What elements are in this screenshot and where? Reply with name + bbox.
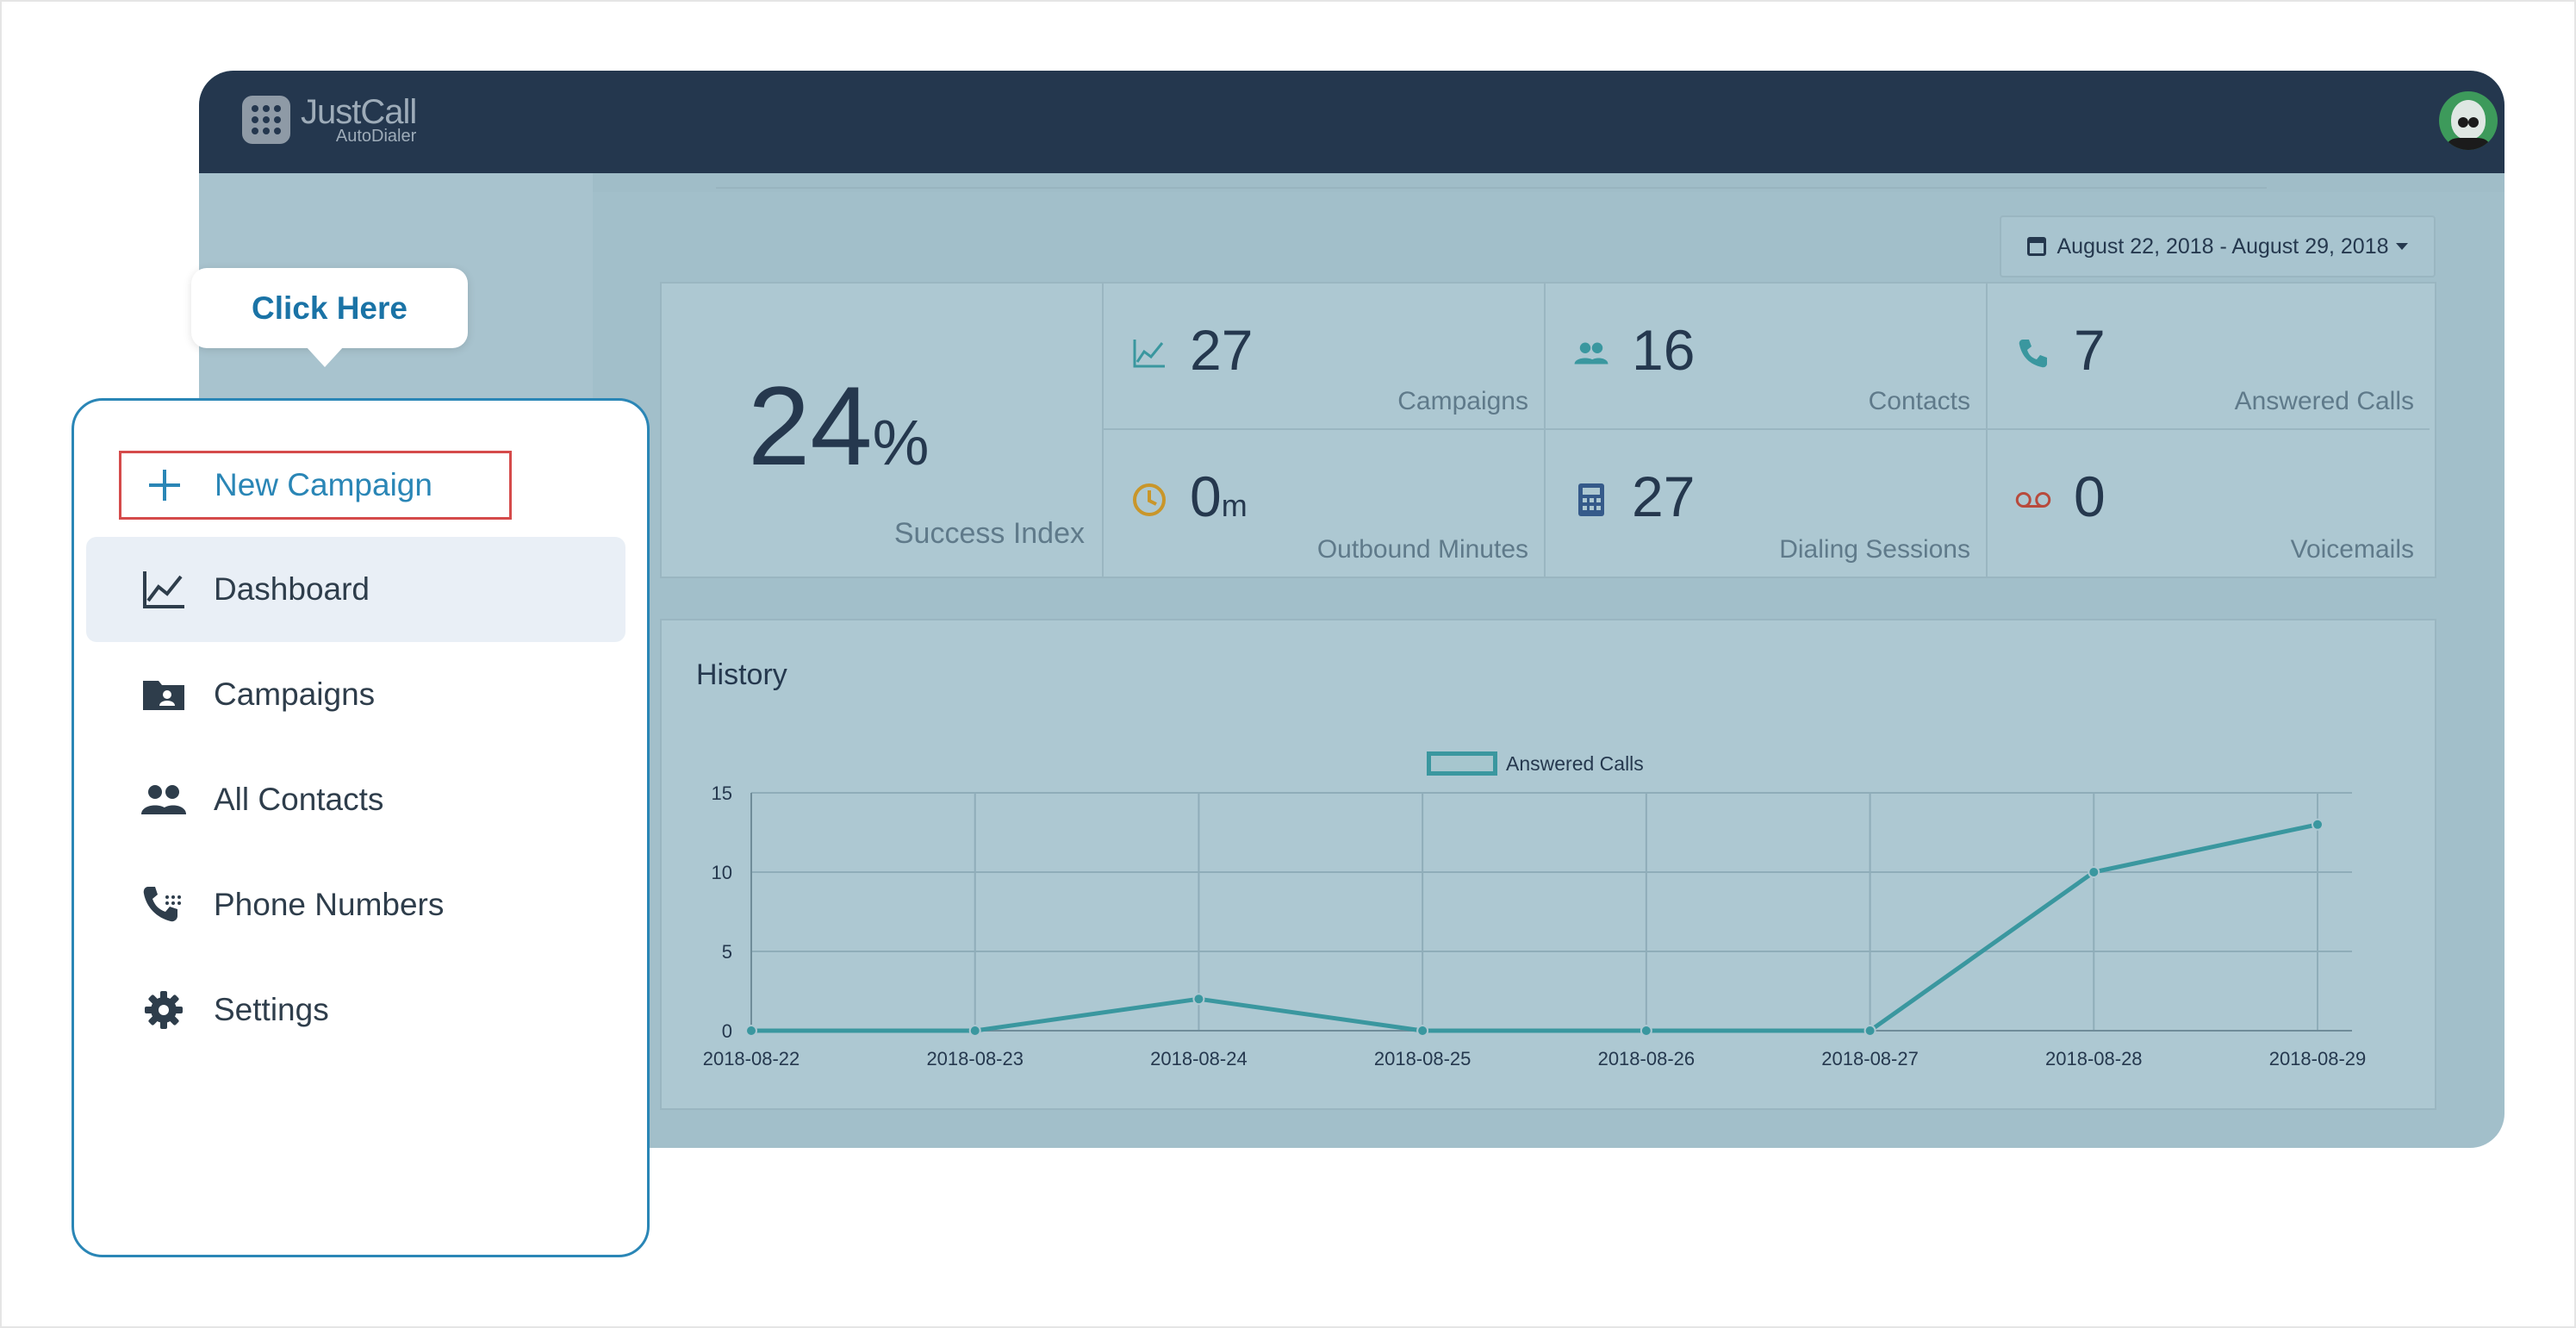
stat-label: Contacts	[1868, 387, 1970, 415]
contacts-icon	[140, 776, 188, 824]
y-tick-label: 0	[722, 1020, 732, 1042]
logo[interactable]: JustCall AutoDialer	[242, 93, 417, 146]
calendar-icon	[2027, 237, 2047, 256]
history-panel: History Answered Calls 0 5 10 15 2018-08-22 2…	[660, 619, 2436, 1110]
logo-subtitle: AutoDialer	[335, 127, 417, 146]
history-title: History	[696, 658, 787, 691]
new-campaign-label: New Campaign	[215, 467, 432, 502]
data-point	[2088, 866, 2100, 878]
date-range-label: August 22, 2018 - August 29, 2018	[2056, 234, 2389, 259]
stat-value: 27	[1190, 318, 1254, 382]
sidebar-item-dashboard[interactable]: Dashboard	[86, 537, 625, 642]
x-tick-label: 2018-08-24	[1150, 1048, 1248, 1069]
stat-tile-campaigns: 27 Campaigns	[1104, 284, 1546, 430]
voicemail-icon	[2015, 482, 2051, 518]
stat-value: 0	[1190, 464, 1222, 528]
data-point	[745, 1025, 757, 1037]
legend-swatch	[1427, 751, 1497, 776]
stat-value: 16	[1632, 318, 1696, 382]
sidebar-item-label: All Contacts	[214, 782, 384, 817]
stat-label: Answered Calls	[2234, 387, 2414, 415]
x-tick-label: 2018-08-26	[1598, 1048, 1696, 1069]
success-index-card: 24% Success Index	[662, 284, 1104, 577]
y-tick-label: 5	[722, 941, 732, 963]
dashboard-icon	[140, 565, 188, 614]
caret-down-icon	[2395, 243, 2408, 250]
phone-icon	[2015, 335, 2051, 371]
stat-label: Campaigns	[1397, 387, 1528, 415]
content-tabs-divider	[716, 173, 2267, 189]
new-campaign-button[interactable]: New Campaign	[119, 451, 512, 520]
stat-value: 0	[2074, 464, 2106, 528]
series-line-answered-calls	[751, 822, 2318, 1033]
top-navbar: JustCall AutoDialer	[199, 71, 2504, 173]
stat-label: Voicemails	[2290, 535, 2414, 564]
data-point	[1192, 993, 1205, 1006]
keypad-logo-icon	[242, 96, 290, 144]
data-point	[1416, 1025, 1429, 1037]
sidebar-item-settings[interactable]: Settings	[86, 957, 625, 1063]
y-tick-label: 10	[712, 862, 732, 883]
stat-unit: m	[1221, 488, 1248, 523]
clock-icon	[1131, 482, 1167, 518]
settings-icon	[140, 986, 188, 1034]
sidebar-item-all-contacts[interactable]: All Contacts	[86, 747, 625, 852]
chart-legend[interactable]: Answered Calls	[1427, 751, 1644, 776]
user-avatar[interactable]	[2439, 91, 2498, 150]
success-index-value: 24	[748, 363, 873, 489]
data-point	[2312, 818, 2324, 831]
stat-tile-voicemails: 0 Voicemails	[1988, 430, 2430, 577]
x-tick-label: 2018-08-29	[2269, 1048, 2367, 1069]
legend-label: Answered Calls	[1506, 751, 1644, 775]
tooltip-arrow	[306, 346, 344, 367]
stat-value: 27	[1632, 464, 1696, 528]
y-tick-label: 15	[712, 782, 732, 804]
sidebar-item-campaigns[interactable]: Campaigns	[86, 642, 625, 747]
history-line-chart: 0 5 10 15 2018-08-22 2018-08-23 2018-08-24 2018…	[703, 782, 2367, 1069]
data-point	[968, 1025, 981, 1037]
sidebar-menu-zoom-card: New Campaign Dashboard Campaigns All Con…	[72, 398, 650, 1257]
calculator-icon	[1573, 482, 1609, 518]
plus-icon	[149, 470, 180, 501]
success-index-unit: %	[872, 407, 930, 478]
sidebar-item-label: Campaigns	[214, 676, 376, 712]
data-point	[1864, 1025, 1876, 1037]
stat-tile-outbound-minutes: 0m Outbound Minutes	[1104, 430, 1546, 577]
x-tick-label: 2018-08-22	[703, 1048, 800, 1069]
phone-numbers-icon	[140, 881, 188, 929]
data-point	[1640, 1025, 1652, 1037]
stat-tile-contacts: 16 Contacts	[1546, 284, 1988, 430]
logo-title: JustCall	[301, 93, 417, 131]
x-tick-label: 2018-08-28	[2045, 1048, 2143, 1069]
people-icon	[1573, 335, 1609, 371]
line-chart-icon	[1131, 335, 1167, 371]
sidebar-item-label: Settings	[214, 992, 329, 1027]
x-tick-label: 2018-08-25	[1374, 1048, 1472, 1069]
sidebar-item-phone-numbers[interactable]: Phone Numbers	[86, 852, 625, 957]
stats-panel: 24% Success Index 27 Campaigns 16 Contac…	[660, 282, 2436, 578]
stat-value: 7	[2074, 318, 2106, 382]
stat-label: Outbound Minutes	[1316, 535, 1528, 564]
click-here-tooltip: Click Here	[191, 268, 468, 348]
campaigns-icon	[140, 670, 188, 719]
sidebar-item-label: Dashboard	[214, 571, 370, 607]
x-tick-label: 2018-08-23	[926, 1048, 1024, 1069]
stat-tile-answered-calls: 7 Answered Calls	[1988, 284, 2430, 430]
success-index-label: Success Index	[893, 517, 1085, 550]
sidebar-item-label: Phone Numbers	[214, 887, 445, 922]
stat-tile-dialing-sessions: 27 Dialing Sessions	[1546, 430, 1988, 577]
stat-label: Dialing Sessions	[1779, 535, 1970, 564]
x-tick-label: 2018-08-27	[1821, 1048, 1919, 1069]
date-range-picker[interactable]: August 22, 2018 - August 29, 2018	[2000, 215, 2436, 277]
